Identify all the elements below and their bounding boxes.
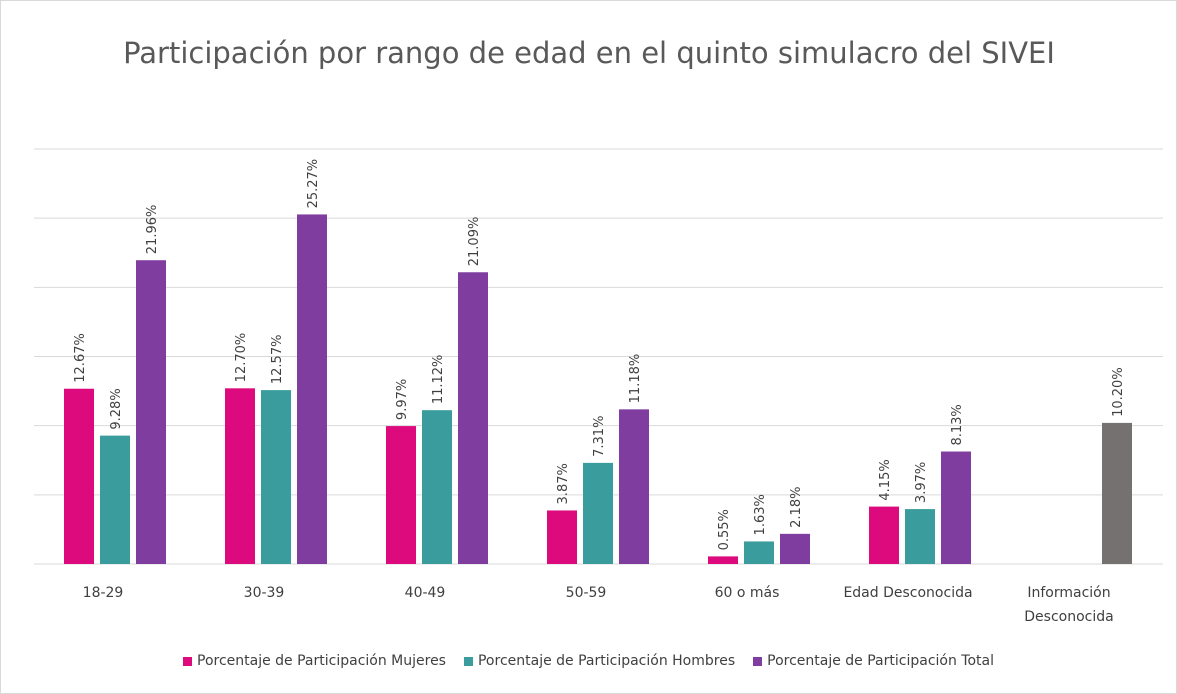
data-label: 21.09% [467, 217, 482, 267]
x-tick-label: 40-49 [404, 585, 446, 601]
data-label: 11.18% [628, 354, 643, 404]
data-label: 9.97% [395, 379, 410, 420]
bar [64, 388, 94, 564]
data-label: 7.31% [592, 416, 607, 457]
x-tick-label: 18-29 [82, 585, 124, 601]
bar [744, 541, 774, 564]
legend-swatch [753, 656, 763, 666]
x-tick-label: Información Desconocida [1024, 585, 1114, 625]
legend-label: Porcentaje de Participación Mujeres [197, 653, 446, 669]
bar [583, 462, 613, 564]
data-label: 12.67% [73, 333, 88, 383]
data-label: 4.15% [878, 459, 893, 500]
legend-item: Porcentaje de Participación Hombres [463, 653, 736, 669]
x-tick-label: Edad Desconocida [843, 585, 973, 601]
legend-item: Porcentaje de Participación Mujeres [183, 653, 446, 669]
x-tick-label: 50-59 [565, 585, 607, 601]
data-label: 12.57% [270, 335, 285, 385]
x-tick-label: 30-39 [243, 585, 285, 601]
legend-label: Porcentaje de Participación Hombres [477, 653, 736, 669]
legend-label: Porcentaje de Participación Total [767, 653, 994, 669]
bar [386, 426, 416, 564]
bar [708, 556, 738, 564]
legend: Porcentaje de Participación Mujeres Porce… [1, 653, 1176, 669]
bar [547, 510, 577, 564]
bar [297, 214, 327, 564]
legend-swatch [463, 656, 473, 666]
bar [941, 451, 971, 564]
data-label: 0.55% [717, 509, 732, 550]
bar [422, 410, 452, 564]
data-label: 21.96% [145, 205, 160, 255]
bar [225, 388, 255, 564]
data-label: 2.18% [789, 487, 804, 528]
data-label: 1.63% [753, 494, 768, 535]
data-label: 12.70% [234, 333, 249, 383]
data-label: 25.27% [306, 159, 321, 209]
data-label: 10.20% [1111, 367, 1126, 417]
bar [261, 390, 291, 564]
chart-title: Participación por rango de edad en el qu… [123, 36, 1055, 70]
bar [136, 260, 166, 564]
bar [619, 409, 649, 564]
bar [458, 272, 488, 564]
bar [100, 435, 130, 564]
data-label: 3.87% [556, 463, 571, 504]
bar [869, 506, 899, 564]
legend-swatch [183, 656, 192, 666]
legend-item: Porcentaje de Participación Total [753, 653, 994, 669]
data-label: 8.13% [950, 404, 965, 445]
bar [905, 509, 935, 564]
bar [780, 533, 810, 564]
data-label: 3.97% [914, 462, 929, 503]
x-tick-label: 60 o más [714, 585, 780, 601]
bar [1102, 422, 1132, 564]
data-label: 9.28% [109, 388, 124, 429]
data-label: 11.12% [431, 355, 446, 405]
